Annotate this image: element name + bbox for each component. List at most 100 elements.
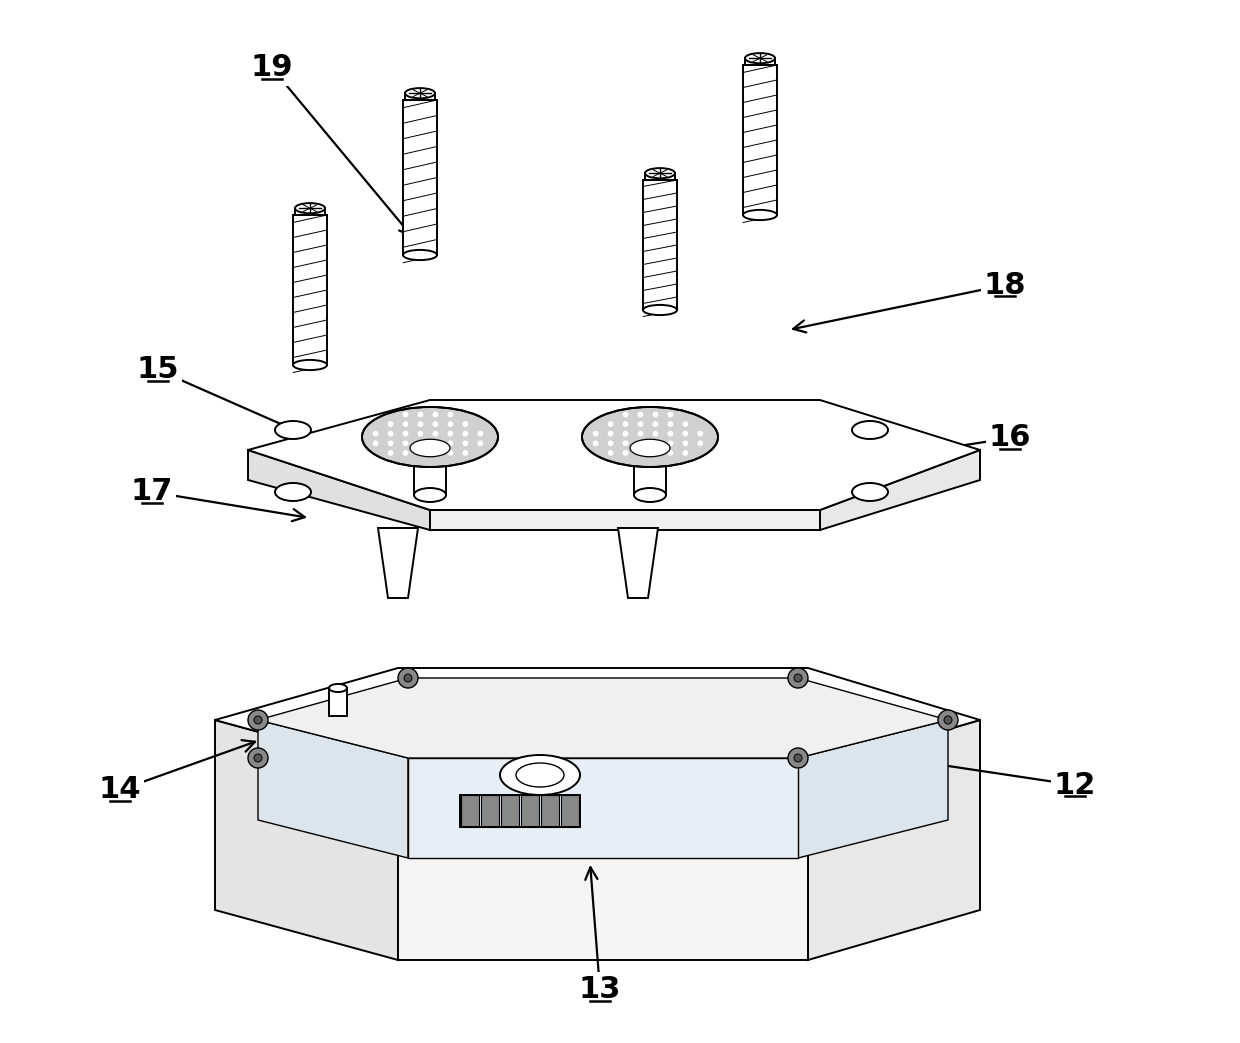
Circle shape — [639, 441, 642, 445]
Circle shape — [398, 668, 418, 688]
Polygon shape — [430, 510, 820, 530]
Circle shape — [624, 412, 627, 417]
Circle shape — [609, 441, 613, 445]
Bar — [521, 795, 539, 827]
Circle shape — [418, 441, 423, 445]
Ellipse shape — [745, 53, 775, 64]
Text: 17: 17 — [130, 478, 174, 507]
Circle shape — [403, 422, 408, 427]
Ellipse shape — [852, 421, 888, 439]
Circle shape — [609, 451, 613, 455]
Circle shape — [624, 451, 627, 455]
Circle shape — [448, 412, 453, 417]
Ellipse shape — [275, 421, 311, 439]
Circle shape — [404, 674, 412, 682]
Bar — [461, 795, 479, 827]
Bar — [645, 173, 675, 180]
Ellipse shape — [414, 443, 446, 457]
Circle shape — [373, 441, 378, 445]
Bar — [501, 795, 520, 827]
Circle shape — [668, 441, 672, 445]
Circle shape — [794, 754, 802, 762]
Circle shape — [403, 441, 408, 445]
Circle shape — [594, 441, 598, 445]
Ellipse shape — [632, 447, 667, 461]
Circle shape — [639, 412, 642, 417]
Circle shape — [698, 432, 703, 436]
Circle shape — [787, 748, 808, 768]
Circle shape — [639, 422, 642, 427]
Ellipse shape — [634, 443, 666, 457]
Circle shape — [388, 451, 393, 455]
Circle shape — [254, 754, 262, 762]
Circle shape — [464, 432, 467, 436]
Circle shape — [433, 432, 438, 436]
Circle shape — [433, 422, 438, 427]
Text: 16: 16 — [988, 423, 1032, 453]
Circle shape — [464, 422, 467, 427]
Polygon shape — [820, 450, 980, 530]
Text: 15: 15 — [136, 356, 180, 385]
Circle shape — [683, 441, 687, 445]
Bar — [460, 795, 580, 827]
Ellipse shape — [582, 407, 718, 467]
Circle shape — [403, 412, 408, 417]
Ellipse shape — [634, 488, 666, 502]
Ellipse shape — [293, 360, 327, 370]
Circle shape — [668, 422, 672, 427]
Bar — [329, 688, 347, 715]
Circle shape — [418, 412, 423, 417]
Circle shape — [624, 432, 627, 436]
Circle shape — [668, 432, 672, 436]
Circle shape — [388, 422, 393, 427]
Circle shape — [609, 422, 613, 427]
Polygon shape — [808, 720, 980, 960]
Circle shape — [937, 710, 959, 730]
Ellipse shape — [644, 305, 677, 315]
Ellipse shape — [516, 763, 564, 787]
Circle shape — [254, 715, 262, 724]
Circle shape — [418, 422, 423, 427]
Bar — [403, 100, 436, 254]
Ellipse shape — [275, 483, 311, 501]
Circle shape — [479, 432, 482, 436]
Circle shape — [464, 441, 467, 445]
Polygon shape — [618, 528, 658, 598]
Text: 14: 14 — [99, 776, 141, 804]
Ellipse shape — [413, 447, 448, 461]
Circle shape — [653, 422, 657, 427]
Ellipse shape — [743, 210, 777, 220]
Polygon shape — [248, 401, 980, 510]
Polygon shape — [378, 528, 418, 598]
Polygon shape — [408, 758, 799, 858]
Circle shape — [433, 412, 438, 417]
Circle shape — [639, 432, 642, 436]
Circle shape — [653, 441, 657, 445]
Circle shape — [594, 432, 598, 436]
Ellipse shape — [295, 203, 325, 214]
Ellipse shape — [410, 439, 450, 457]
Text: 13: 13 — [579, 975, 621, 1004]
Circle shape — [624, 441, 627, 445]
Circle shape — [433, 451, 438, 455]
Circle shape — [373, 432, 378, 436]
Bar — [541, 795, 559, 827]
Ellipse shape — [414, 488, 446, 502]
Circle shape — [683, 432, 687, 436]
Circle shape — [388, 432, 393, 436]
Polygon shape — [258, 678, 949, 758]
Circle shape — [794, 674, 802, 682]
Circle shape — [248, 710, 268, 730]
Circle shape — [668, 451, 672, 455]
Ellipse shape — [630, 439, 670, 457]
Circle shape — [683, 451, 687, 455]
Circle shape — [698, 441, 703, 445]
Bar — [295, 209, 325, 215]
Polygon shape — [248, 450, 430, 530]
Bar — [560, 795, 579, 827]
Polygon shape — [215, 720, 398, 960]
Text: 18: 18 — [983, 270, 1027, 299]
Ellipse shape — [329, 684, 347, 693]
Ellipse shape — [403, 250, 436, 260]
Circle shape — [639, 451, 642, 455]
